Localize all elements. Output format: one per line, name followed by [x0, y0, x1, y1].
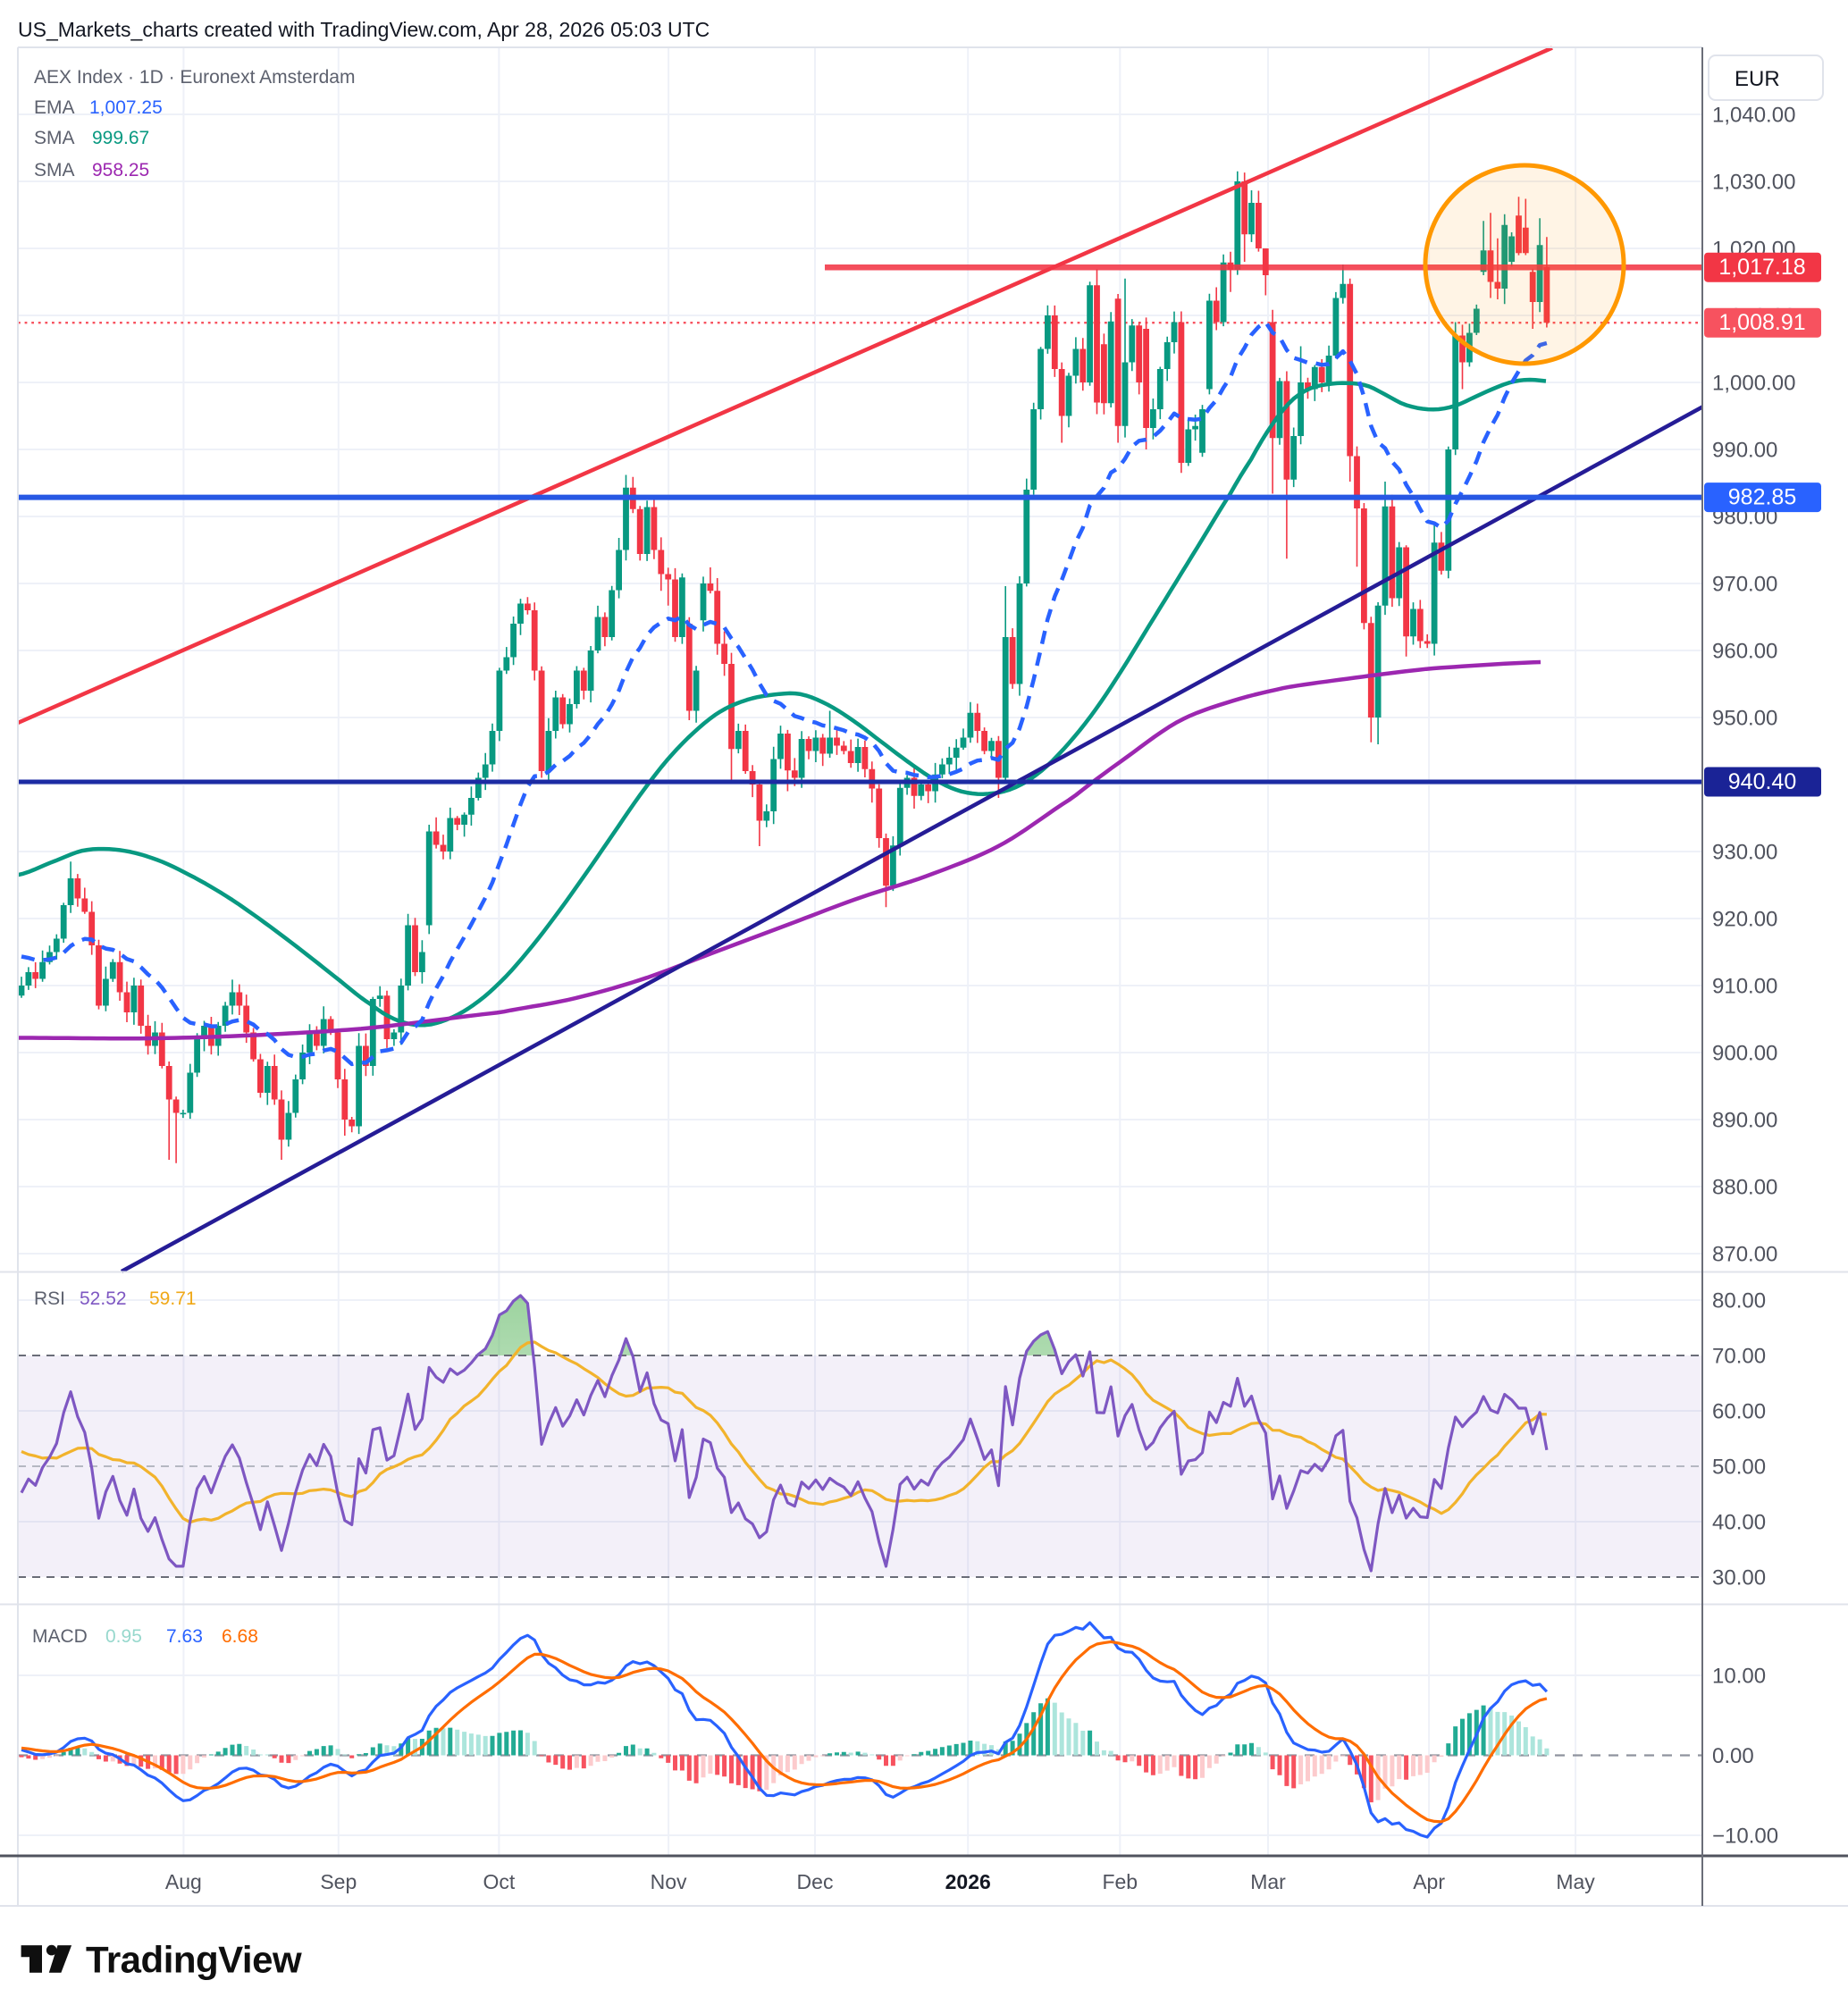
svg-text:Feb: Feb [1102, 1870, 1138, 1893]
svg-text:970.00: 970.00 [1712, 572, 1777, 596]
svg-text:May: May [1556, 1870, 1595, 1893]
svg-text:930.00: 930.00 [1712, 840, 1777, 864]
svg-text:MACD 0.95 7.63 6.68: MACD 0.95 7.63 6.68 [32, 1626, 258, 1647]
svg-text:30.00: 30.00 [1712, 1565, 1766, 1590]
svg-text:−10.00: −10.00 [1712, 1824, 1778, 1848]
svg-text:AEX Index · 1D · Euronext Amst: AEX Index · 1D · Euronext Amsterdam [34, 67, 355, 88]
svg-text:40.00: 40.00 [1712, 1510, 1766, 1534]
svg-text:Sep: Sep [320, 1870, 357, 1893]
svg-text:890.00: 890.00 [1712, 1108, 1777, 1132]
svg-text:870.00: 870.00 [1712, 1242, 1777, 1266]
svg-text:Mar: Mar [1250, 1870, 1286, 1893]
svg-text:950.00: 950.00 [1712, 706, 1777, 730]
svg-text:80.00: 80.00 [1712, 1288, 1766, 1313]
svg-text:900.00: 900.00 [1712, 1041, 1777, 1065]
svg-text:RSI 52.52 59.71: RSI 52.52 59.71 [34, 1288, 197, 1309]
svg-text:990.00: 990.00 [1712, 438, 1777, 462]
svg-text:SMA 958.25: SMA 958.25 [34, 160, 149, 180]
svg-text:1,030.00: 1,030.00 [1712, 170, 1795, 194]
svg-text:SMA 999.67: SMA 999.67 [34, 128, 149, 148]
svg-text:Nov: Nov [651, 1870, 687, 1893]
svg-text:Aug: Aug [165, 1870, 202, 1893]
svg-text:50.00: 50.00 [1712, 1455, 1766, 1479]
svg-text:910.00: 910.00 [1712, 974, 1777, 998]
svg-text:2026: 2026 [945, 1870, 991, 1893]
svg-text:60.00: 60.00 [1712, 1399, 1766, 1423]
svg-text:982.85: 982.85 [1728, 485, 1796, 510]
svg-text:1,017.18: 1,017.18 [1718, 255, 1805, 280]
svg-text:Apr: Apr [1413, 1870, 1445, 1893]
svg-text:EUR: EUR [1735, 67, 1780, 91]
svg-text:Dec: Dec [797, 1870, 834, 1893]
svg-text:880.00: 880.00 [1712, 1175, 1777, 1199]
svg-text:0.00: 0.00 [1712, 1744, 1754, 1768]
svg-text:TradingView: TradingView [86, 1939, 302, 1981]
svg-text:940.40: 940.40 [1728, 769, 1796, 794]
svg-text:1,040.00: 1,040.00 [1712, 103, 1795, 127]
svg-text:960.00: 960.00 [1712, 639, 1777, 663]
svg-text:10.00: 10.00 [1712, 1664, 1766, 1688]
svg-text:1,008.91: 1,008.91 [1718, 310, 1805, 335]
svg-text:EMA 1,007.25: EMA 1,007.25 [34, 97, 163, 118]
svg-text:US_Markets_charts created with: US_Markets_charts created with TradingVi… [18, 18, 710, 41]
svg-text:920.00: 920.00 [1712, 907, 1777, 931]
svg-text:1,000.00: 1,000.00 [1712, 371, 1795, 395]
svg-text:70.00: 70.00 [1712, 1344, 1766, 1368]
svg-text:Oct: Oct [483, 1870, 516, 1893]
